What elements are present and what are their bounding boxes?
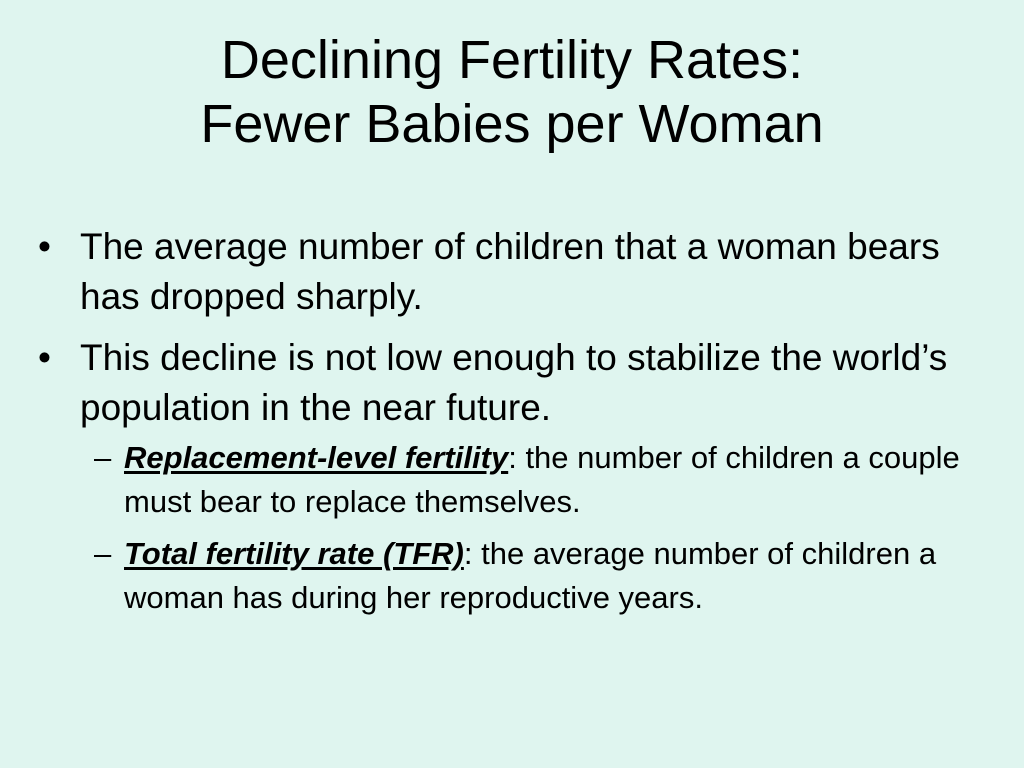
dash-marker: – xyxy=(94,536,112,571)
term-total-fertility-rate: Total fertility rate (TFR) xyxy=(124,536,464,571)
definition-text: the number of children a couple must bea… xyxy=(124,440,960,519)
bullet-list: • The average number of children that a … xyxy=(36,222,1006,433)
bullet-marker: • xyxy=(38,337,51,378)
term-replacement-level-fertility: Replacement-level fertility xyxy=(124,440,509,475)
term-separator: : xyxy=(508,440,517,475)
slide-content: • The average number of children that a … xyxy=(36,222,1006,628)
slide-title: Declining Fertility Rates: Fewer Babies … xyxy=(0,28,1024,156)
bullet-marker: • xyxy=(38,226,51,267)
definition-text: the average number of children a woman h… xyxy=(124,536,937,615)
bullet-item: • This decline is not low enough to stab… xyxy=(36,333,1006,433)
sub-bullet-item: – Total fertility rate (TFR): the averag… xyxy=(36,532,1006,620)
sub-bullet-item: – Replacement-level fertility: the numbe… xyxy=(36,436,1006,524)
title-line-2: Fewer Babies per Woman xyxy=(200,94,824,154)
sub-bullet-list: – Replacement-level fertility: the numbe… xyxy=(36,436,1006,620)
dash-marker: – xyxy=(94,440,112,475)
term-separator: : xyxy=(463,536,473,571)
bullet-text: This decline is not low enough to stabil… xyxy=(80,337,948,428)
bullet-item: • The average number of children that a … xyxy=(36,222,1006,322)
bullet-text: The average number of children that a wo… xyxy=(80,226,940,317)
title-line-1: Declining Fertility Rates: xyxy=(220,30,804,90)
